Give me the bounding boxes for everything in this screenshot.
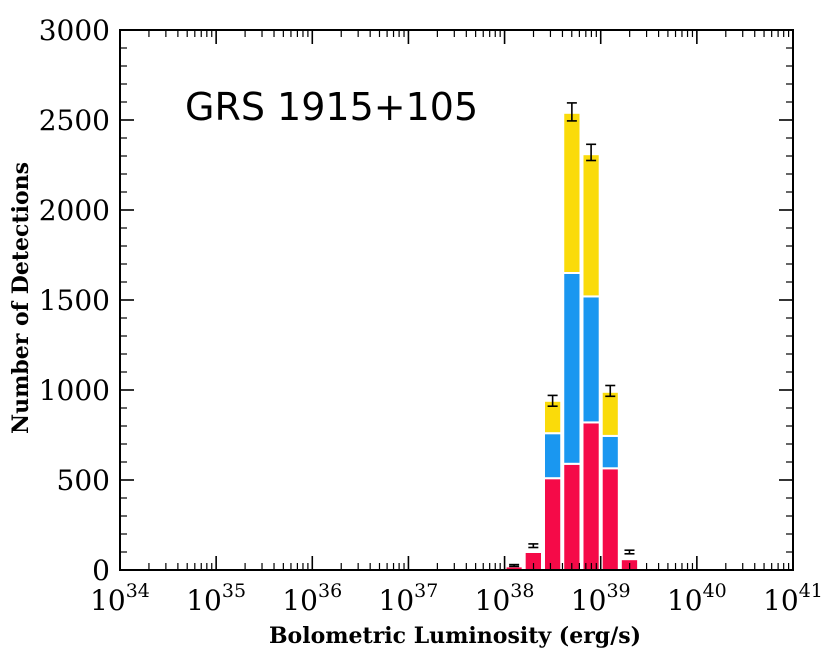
y-tick-label: 500 bbox=[57, 464, 110, 497]
bar-segment-2-3 bbox=[562, 111, 582, 274]
bar-segment-0-4 bbox=[581, 421, 601, 571]
bars-layer bbox=[504, 111, 640, 572]
bar-segment-0-5 bbox=[600, 467, 620, 571]
x-tick-label-exponent: 41 bbox=[799, 580, 823, 602]
error-bar-1 bbox=[528, 543, 539, 549]
y-tick-label: 1500 bbox=[39, 284, 110, 317]
y-tick-label: 1000 bbox=[39, 374, 110, 407]
x-tick-label: 1041 bbox=[763, 580, 823, 617]
y-tick-label: 2500 bbox=[39, 104, 110, 137]
error-bar-2 bbox=[547, 394, 558, 408]
x-tick-label-base: 10 bbox=[667, 584, 703, 617]
x-tick-label-exponent: 40 bbox=[703, 580, 727, 602]
error-bars-layer bbox=[509, 102, 635, 568]
x-tick-label: 1038 bbox=[475, 580, 535, 617]
bar-segment-1-5 bbox=[600, 434, 620, 470]
y-tick-label: 3000 bbox=[39, 14, 110, 47]
x-tick-label: 1036 bbox=[282, 580, 342, 617]
x-axis-label: Bolometric Luminosity (erg/s) bbox=[269, 623, 641, 649]
x-tick-label-base: 10 bbox=[763, 584, 799, 617]
bar-segment-2-4 bbox=[581, 153, 601, 298]
x-tick-label-base: 10 bbox=[379, 584, 415, 617]
error-bar-4 bbox=[586, 143, 597, 162]
x-tick-label: 1034 bbox=[90, 580, 150, 617]
x-tick-label-exponent: 38 bbox=[510, 580, 534, 602]
y-tick-label: 2000 bbox=[39, 194, 110, 227]
tick-labels-layer: 1034 1035 1036 1037 1038 1039 1040 104105001000… bbox=[39, 14, 823, 617]
y-axis-label: Number of Detections bbox=[8, 162, 34, 434]
x-tick-label: 1037 bbox=[379, 580, 439, 617]
x-tick-label-base: 10 bbox=[475, 584, 511, 617]
error-bar-3 bbox=[566, 102, 577, 122]
x-tick-label-exponent: 34 bbox=[126, 580, 150, 602]
error-bar-5 bbox=[605, 384, 616, 398]
x-tick-label-exponent: 36 bbox=[318, 580, 342, 602]
x-tick-label: 1040 bbox=[667, 580, 727, 617]
x-tick-label-exponent: 37 bbox=[414, 580, 438, 602]
bar-segment-1-4 bbox=[581, 295, 601, 424]
x-tick-label: 1039 bbox=[571, 580, 631, 617]
bar-segment-0-2 bbox=[542, 477, 563, 572]
x-tick-label-base: 10 bbox=[571, 584, 607, 617]
bar-segment-1-2 bbox=[542, 432, 563, 480]
chart-annotation: GRS 1915+105 bbox=[185, 85, 478, 129]
bar-segment-2-5 bbox=[600, 390, 620, 437]
ticks-layer bbox=[119, 29, 794, 571]
error-bar-6 bbox=[624, 549, 635, 555]
bar-segment-1-3 bbox=[562, 272, 582, 465]
x-tick-label-base: 10 bbox=[282, 584, 318, 617]
error-bar-0 bbox=[509, 563, 520, 568]
x-tick-label-base: 10 bbox=[186, 584, 222, 617]
y-tick-label: 0 bbox=[92, 554, 110, 587]
x-tick-label-exponent: 39 bbox=[606, 580, 630, 602]
bar-segment-0-3 bbox=[562, 462, 582, 571]
x-tick-label-base: 10 bbox=[90, 584, 126, 617]
x-tick-label-exponent: 35 bbox=[222, 580, 246, 602]
x-tick-label: 1035 bbox=[186, 580, 246, 617]
